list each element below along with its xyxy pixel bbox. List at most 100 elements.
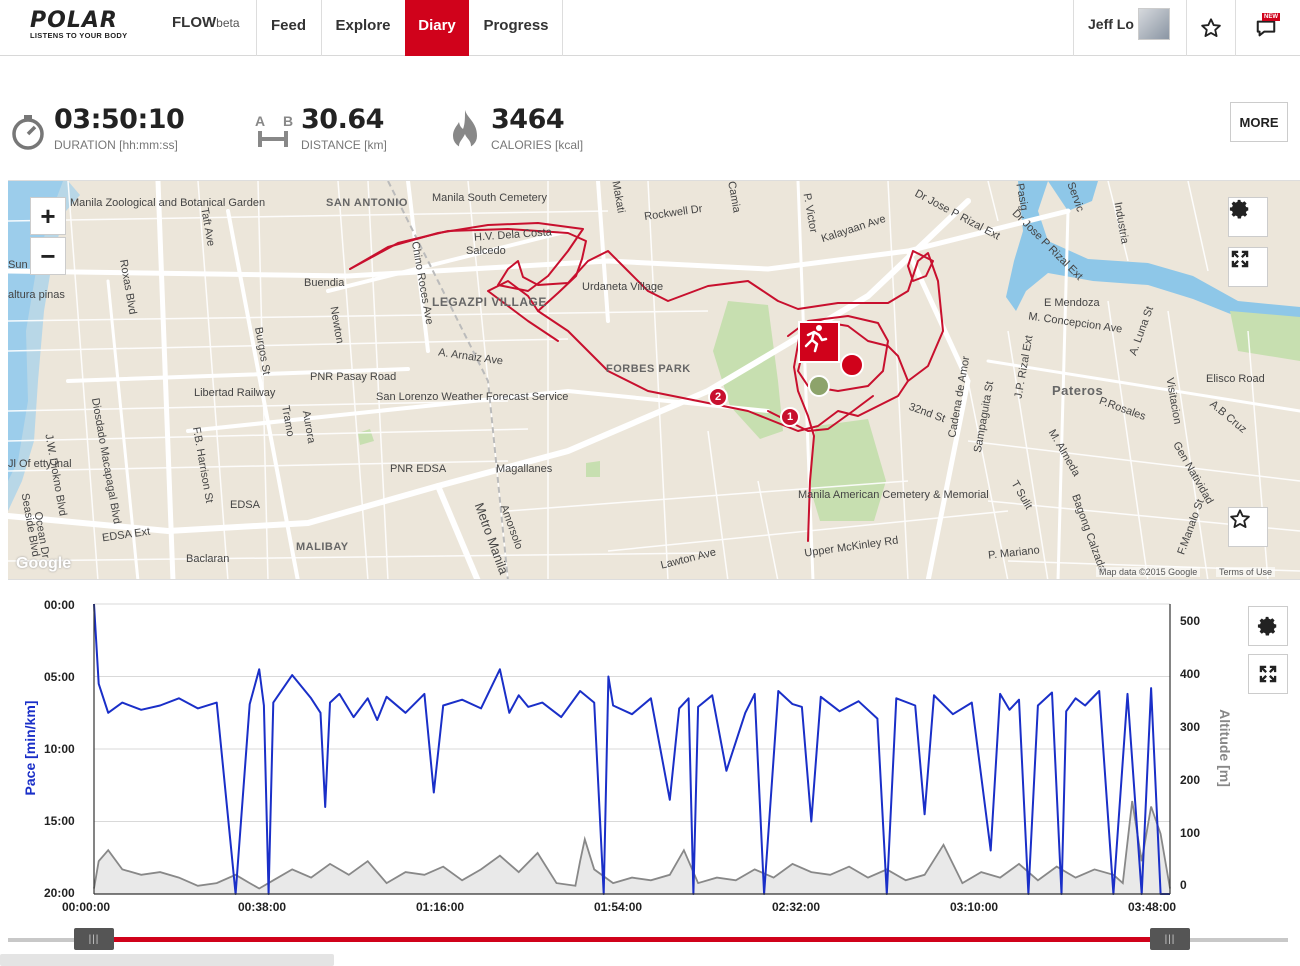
terms-of-use-link[interactable]: Terms of Use bbox=[1216, 567, 1276, 577]
pace-altitude-chart[interactable]: 00:00 05:00 10:00 15:00 20:00 500 400 30… bbox=[0, 590, 1300, 920]
time-tick-label: 01:16:00 bbox=[416, 900, 465, 914]
altitude-area bbox=[94, 801, 1170, 894]
map-label: Jl Of etty inal bbox=[8, 458, 72, 470]
map-label: LEGAZPI VILLAGE bbox=[432, 295, 547, 309]
time-range-selection bbox=[94, 937, 1170, 942]
altitude-tick-label: 400 bbox=[1180, 667, 1201, 681]
nav-divider bbox=[1235, 0, 1236, 56]
range-start-handle[interactable]: ||| bbox=[74, 928, 114, 950]
map-label: Manila American Cemetery & Memorial bbox=[798, 489, 989, 501]
nav-explore[interactable]: Explore bbox=[335, 17, 391, 34]
map-label: Buendia bbox=[304, 277, 345, 289]
altitude-tick-label: 100 bbox=[1180, 826, 1201, 840]
icon-letter-a: A bbox=[255, 113, 266, 129]
finish-marker[interactable] bbox=[840, 353, 864, 377]
top-navigation-bar: POLAR LISTENS TO YOUR BODY FLOWbeta Feed… bbox=[0, 0, 1300, 56]
flow-product-name: FLOWbeta bbox=[172, 14, 240, 31]
time-tick-label: 02:32:00 bbox=[772, 900, 821, 914]
map-label: PNR Pasay Road bbox=[310, 371, 397, 383]
star-icon bbox=[1230, 509, 1250, 528]
calories-value: 3464 bbox=[491, 104, 565, 135]
time-tick-label: 00:38:00 bbox=[238, 900, 287, 914]
map-favorite-button[interactable] bbox=[1228, 507, 1268, 547]
time-tick-label: 03:10:00 bbox=[950, 900, 999, 914]
zoom-in-button[interactable]: + bbox=[30, 197, 66, 235]
stopwatch-icon bbox=[12, 115, 44, 150]
pace-axis-title: Pace [min/km] bbox=[22, 700, 38, 796]
lap-marker[interactable]: 2 bbox=[708, 387, 728, 407]
nav-feed[interactable]: Feed bbox=[270, 17, 306, 34]
map-label: EDSA bbox=[230, 499, 260, 511]
pace-tick-label: 20:00 bbox=[44, 886, 75, 900]
map-fullscreen-button[interactable] bbox=[1228, 247, 1268, 287]
zoom-out-button[interactable]: − bbox=[30, 237, 66, 275]
map-label: E Mendoza bbox=[1044, 297, 1100, 309]
icon-letter-b: B bbox=[283, 113, 294, 129]
distance-value: 30.64 bbox=[301, 104, 384, 135]
flame-icon bbox=[453, 110, 477, 152]
chart-plot bbox=[93, 603, 1171, 895]
grip-handle-icon: ||| bbox=[1164, 933, 1176, 945]
distance-label: DISTANCE [km] bbox=[301, 138, 387, 152]
user-name[interactable]: Jeff Lo bbox=[1088, 16, 1134, 32]
gear-icon bbox=[1229, 199, 1249, 219]
running-icon[interactable] bbox=[798, 321, 840, 363]
nav-divider bbox=[256, 0, 257, 56]
more-button[interactable]: MORE bbox=[1230, 102, 1288, 142]
map-settings-button[interactable] bbox=[1228, 197, 1268, 237]
avatar[interactable] bbox=[1138, 8, 1170, 40]
map-label: Libertad Railway bbox=[194, 387, 276, 399]
favorites-button[interactable] bbox=[1189, 0, 1233, 56]
altitude-axis-title: Altitude [m] bbox=[1217, 709, 1233, 787]
pace-line bbox=[93, 603, 1170, 895]
product-title: FLOW bbox=[172, 14, 217, 31]
altitude-tick-label: 0 bbox=[1180, 878, 1187, 892]
map-label: Manila Zoological and Botanical Garden bbox=[70, 197, 266, 209]
logo-tagline: LISTENS TO YOUR BODY bbox=[30, 31, 128, 40]
pace-tick-label: 15:00 bbox=[44, 814, 75, 828]
notifications-button[interactable] bbox=[1244, 0, 1288, 56]
nav-divider bbox=[1186, 0, 1187, 56]
product-beta-label: beta bbox=[216, 16, 240, 30]
distance-stat: 30.64 DISTANCE [km] bbox=[301, 104, 387, 160]
pace-tick-label: 00:00 bbox=[44, 598, 75, 612]
time-tick-label: 03:48:00 bbox=[1128, 900, 1177, 914]
nav-divider bbox=[321, 0, 322, 56]
map-label: Elisco Road bbox=[1206, 373, 1265, 385]
altitude-tick-label: 200 bbox=[1180, 773, 1201, 787]
lap-marker[interactable]: 1 bbox=[780, 407, 800, 427]
speech-bubble-icon bbox=[1256, 20, 1276, 37]
map-label: altura pinas bbox=[8, 289, 65, 301]
map-label: Sun bbox=[8, 259, 28, 271]
map-label: SAN ANTONIO bbox=[326, 197, 408, 209]
chart-settings-button[interactable] bbox=[1248, 606, 1288, 646]
map-label: Pateros bbox=[1052, 383, 1104, 398]
nav-progress[interactable]: Progress bbox=[483, 17, 549, 34]
map-canvas bbox=[8, 181, 1300, 579]
nav-diary[interactable]: Diary bbox=[405, 0, 469, 56]
time-tick-label: 00:00:00 bbox=[62, 900, 111, 914]
pace-tick-label: 05:00 bbox=[44, 670, 75, 684]
map-label: Magallanes bbox=[496, 463, 553, 475]
map-label: PNR EDSA bbox=[390, 463, 447, 475]
nav-divider bbox=[1073, 0, 1074, 56]
map-label: Urdaneta Village bbox=[582, 281, 664, 293]
distance-a-b-icon: A B bbox=[255, 113, 295, 149]
logo-wordmark: POLAR bbox=[30, 8, 118, 33]
horizontal-scrollbar[interactable] bbox=[0, 954, 334, 966]
route-map[interactable]: Manila Zoological and Botanical Garden M… bbox=[8, 180, 1300, 580]
map-label: FORBES PARK bbox=[606, 363, 691, 375]
time-tick-label: 01:54:00 bbox=[594, 900, 643, 914]
altitude-tick-label: 300 bbox=[1180, 720, 1201, 734]
pace-tick-label: 10:00 bbox=[44, 742, 75, 756]
gear-icon bbox=[1257, 616, 1277, 636]
start-marker[interactable] bbox=[808, 375, 830, 397]
expand-icon bbox=[1231, 250, 1249, 268]
chart-fullscreen-button[interactable] bbox=[1248, 654, 1288, 694]
map-label: Baclaran bbox=[186, 553, 230, 565]
calories-label: CALORIES [kcal] bbox=[491, 138, 584, 152]
range-end-handle[interactable]: ||| bbox=[1150, 928, 1190, 950]
map-label: San Lorenzo Weather Forecast Service bbox=[376, 391, 569, 403]
polar-logo[interactable]: POLAR LISTENS TO YOUR BODY bbox=[30, 8, 150, 44]
nav-divider bbox=[562, 0, 563, 56]
